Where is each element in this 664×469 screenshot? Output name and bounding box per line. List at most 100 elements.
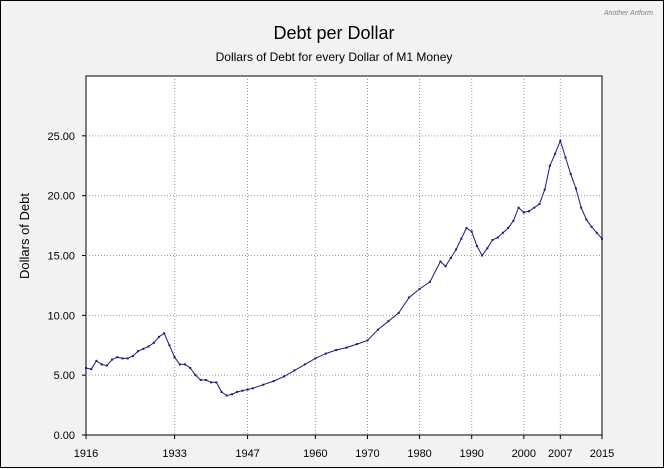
data-point (189, 366, 192, 369)
data-point (335, 349, 338, 352)
data-point (236, 390, 239, 393)
data-point (100, 363, 103, 366)
data-point (366, 339, 369, 342)
data-point (449, 256, 452, 259)
data-point (580, 206, 583, 209)
data-point (215, 381, 218, 384)
data-point (152, 341, 155, 344)
data-point (517, 206, 520, 209)
data-point (460, 237, 463, 240)
data-point (522, 211, 525, 214)
data-point (199, 378, 202, 381)
data-point (142, 347, 145, 350)
data-point (356, 343, 359, 346)
data-point (210, 381, 213, 384)
data-point (194, 374, 197, 377)
data-point (475, 244, 478, 247)
data-point (262, 383, 265, 386)
series-line (85, 139, 603, 397)
data-point (528, 210, 531, 213)
data-point (465, 226, 468, 229)
x-tick-label: 1990 (459, 448, 483, 460)
data-point (184, 363, 187, 366)
data-point (241, 389, 244, 392)
data-point (496, 236, 499, 239)
data-point (131, 355, 134, 358)
data-point (126, 357, 129, 360)
data-point (230, 393, 233, 396)
data-point (455, 248, 458, 251)
series-group (85, 139, 603, 397)
x-tick-label: 1947 (235, 448, 259, 460)
x-tick-label: 2007 (548, 448, 572, 460)
data-point (418, 288, 421, 291)
data-point (574, 187, 577, 190)
data-point (481, 254, 484, 257)
y-tick-label: 0.00 (54, 430, 75, 442)
data-point (225, 394, 228, 397)
y-tick-label: 10.00 (47, 310, 75, 322)
data-point (121, 357, 124, 360)
data-point (251, 387, 254, 390)
x-tick-label: 1933 (162, 448, 186, 460)
y-tick-label: 15.00 (47, 251, 75, 263)
x-tick-label: 1960 (303, 448, 327, 460)
data-point (507, 226, 510, 229)
data-point (163, 332, 166, 335)
data-point (173, 356, 176, 359)
data-point (548, 164, 551, 167)
data-point (486, 247, 489, 250)
data-point (324, 352, 327, 355)
y-axis: 0.00 5.00 10.00 15.00 20.00 25.00 (47, 131, 86, 442)
x-tick-label: 1980 (407, 448, 431, 460)
data-point (283, 375, 286, 378)
data-point (137, 350, 140, 353)
chart-subtitle: Dollars of Debt for every Dollar of M1 M… (216, 50, 453, 64)
data-point (95, 359, 98, 362)
x-tick-label: 2015 (590, 448, 614, 460)
data-point (501, 231, 504, 234)
data-point (90, 368, 93, 371)
data-point (491, 238, 494, 241)
data-point (246, 388, 249, 391)
data-point (439, 260, 442, 263)
data-point (157, 335, 160, 338)
data-point (554, 152, 557, 155)
y-axis-label: Dollars of Debt (17, 193, 32, 279)
data-point (204, 378, 207, 381)
data-point (105, 364, 108, 367)
data-point (272, 380, 275, 383)
data-point (444, 265, 447, 268)
y-tick-label: 20.00 (47, 191, 75, 203)
data-point (585, 218, 588, 221)
x-tick-label: 1916 (74, 448, 98, 460)
credit-text: Another Artform (603, 10, 653, 17)
x-axis: 1916 1933 1947 1960 1970 1980 1990 2000 2007 2015 (74, 435, 614, 460)
x-tick-label: 2000 (512, 448, 536, 460)
y-tick-label: 5.00 (54, 370, 75, 382)
data-point (314, 357, 317, 360)
grid-lines (86, 76, 602, 435)
data-point (116, 356, 119, 359)
data-point (387, 320, 390, 323)
y-tick-label: 25.00 (47, 131, 75, 143)
data-point (303, 363, 306, 366)
data-point (345, 346, 348, 349)
data-point (533, 206, 536, 209)
data-point (85, 366, 87, 369)
data-point (601, 237, 603, 240)
data-point (595, 231, 598, 234)
data-point (147, 345, 150, 348)
data-point (564, 156, 567, 159)
data-point (408, 296, 411, 299)
data-point (559, 139, 562, 142)
chart-title: Debt per Dollar (273, 23, 394, 43)
data-point (376, 328, 379, 331)
data-point (590, 225, 593, 228)
data-point (470, 230, 473, 233)
x-tick-label: 1970 (355, 448, 379, 460)
data-point (429, 280, 431, 283)
data-point (178, 363, 181, 366)
